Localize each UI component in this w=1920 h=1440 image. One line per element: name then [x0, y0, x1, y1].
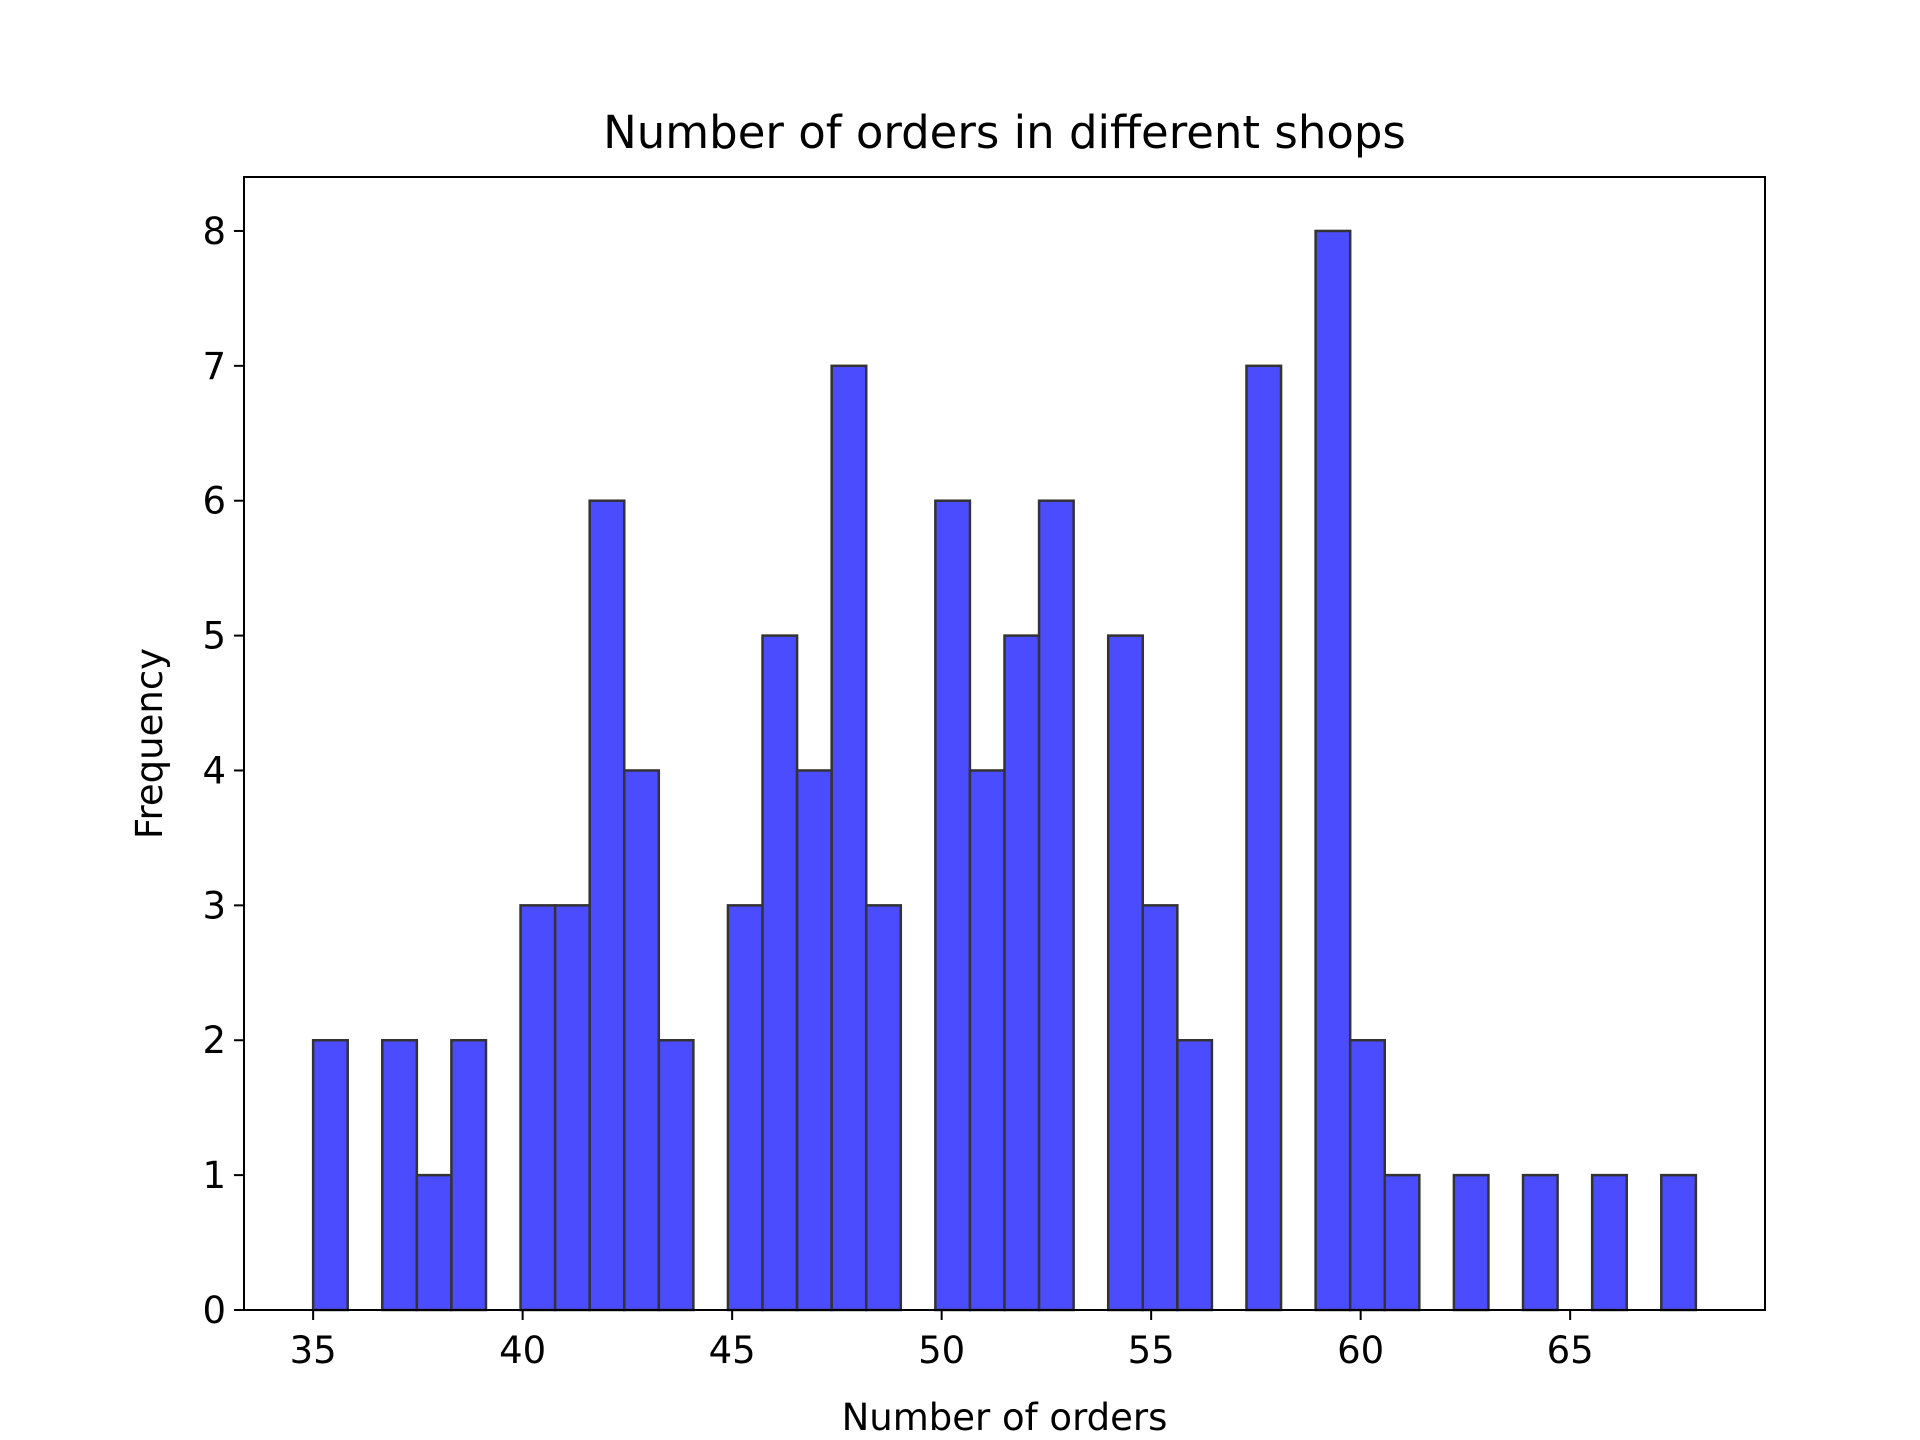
histogram-bar [864, 904, 903, 1312]
y-tick-label: 6 [202, 480, 226, 523]
histogram-bar [1141, 904, 1179, 1312]
histogram-bar [519, 904, 557, 1312]
histogram-bar [830, 364, 868, 1312]
histogram-bar [968, 769, 1006, 1312]
x-tick-label: 55 [1128, 1329, 1175, 1372]
x-tick-label: 35 [290, 1329, 337, 1372]
histogram-bar [415, 1173, 453, 1312]
histogram-bar [1383, 1173, 1421, 1312]
histogram-bar [1521, 1173, 1559, 1312]
histogram-bar [1245, 364, 1283, 1312]
y-tick-label: 0 [202, 1289, 226, 1332]
histogram-bar [450, 1038, 488, 1312]
histogram-bar [1590, 1173, 1628, 1312]
histogram-bar [588, 499, 626, 1312]
histogram-bar [761, 634, 799, 1312]
y-axis-label: Frequency [128, 648, 171, 839]
histogram-bar [1176, 1038, 1214, 1312]
x-tick-label: 40 [499, 1329, 546, 1372]
y-tick-label: 1 [202, 1154, 226, 1197]
x-ticks-group: 35 40 45 50 55 60 65 [290, 1310, 1594, 1372]
y-tick-label: 4 [202, 749, 226, 792]
y-tick-label: 2 [202, 1019, 226, 1062]
x-tick-label: 65 [1547, 1329, 1594, 1372]
histogram-bar [1037, 499, 1075, 1312]
histogram-bar [381, 1038, 419, 1312]
histogram-bar [1452, 1173, 1490, 1312]
histogram-bar [1348, 1038, 1386, 1312]
y-tick-label: 7 [202, 345, 226, 388]
histogram-bar [795, 769, 833, 1312]
x-tick-label: 45 [709, 1329, 756, 1372]
x-tick-label: 60 [1337, 1329, 1384, 1372]
histogram-bar [657, 1038, 695, 1312]
histogram-bar [1314, 229, 1352, 1312]
histogram-bar [311, 1038, 349, 1312]
bars-group [311, 229, 1698, 1312]
y-ticks-group: 0 1 2 3 4 5 6 7 8 [202, 210, 244, 1332]
histogram-bar [934, 499, 972, 1312]
histogram-bar [1106, 634, 1145, 1312]
histogram-bar [1003, 634, 1041, 1312]
histogram-bar [623, 769, 661, 1312]
histogram-bar [553, 904, 591, 1312]
y-tick-label: 8 [202, 210, 226, 253]
y-tick-label: 3 [202, 884, 226, 927]
x-axis-label: Number of orders [842, 1396, 1168, 1439]
histogram-bar [726, 904, 764, 1312]
y-tick-label: 5 [202, 615, 226, 658]
chart-title: Number of orders in different shops [603, 106, 1406, 159]
plot-frame [243, 176, 1766, 1311]
x-tick-label: 50 [918, 1329, 965, 1372]
histogram-bar [1660, 1173, 1698, 1312]
